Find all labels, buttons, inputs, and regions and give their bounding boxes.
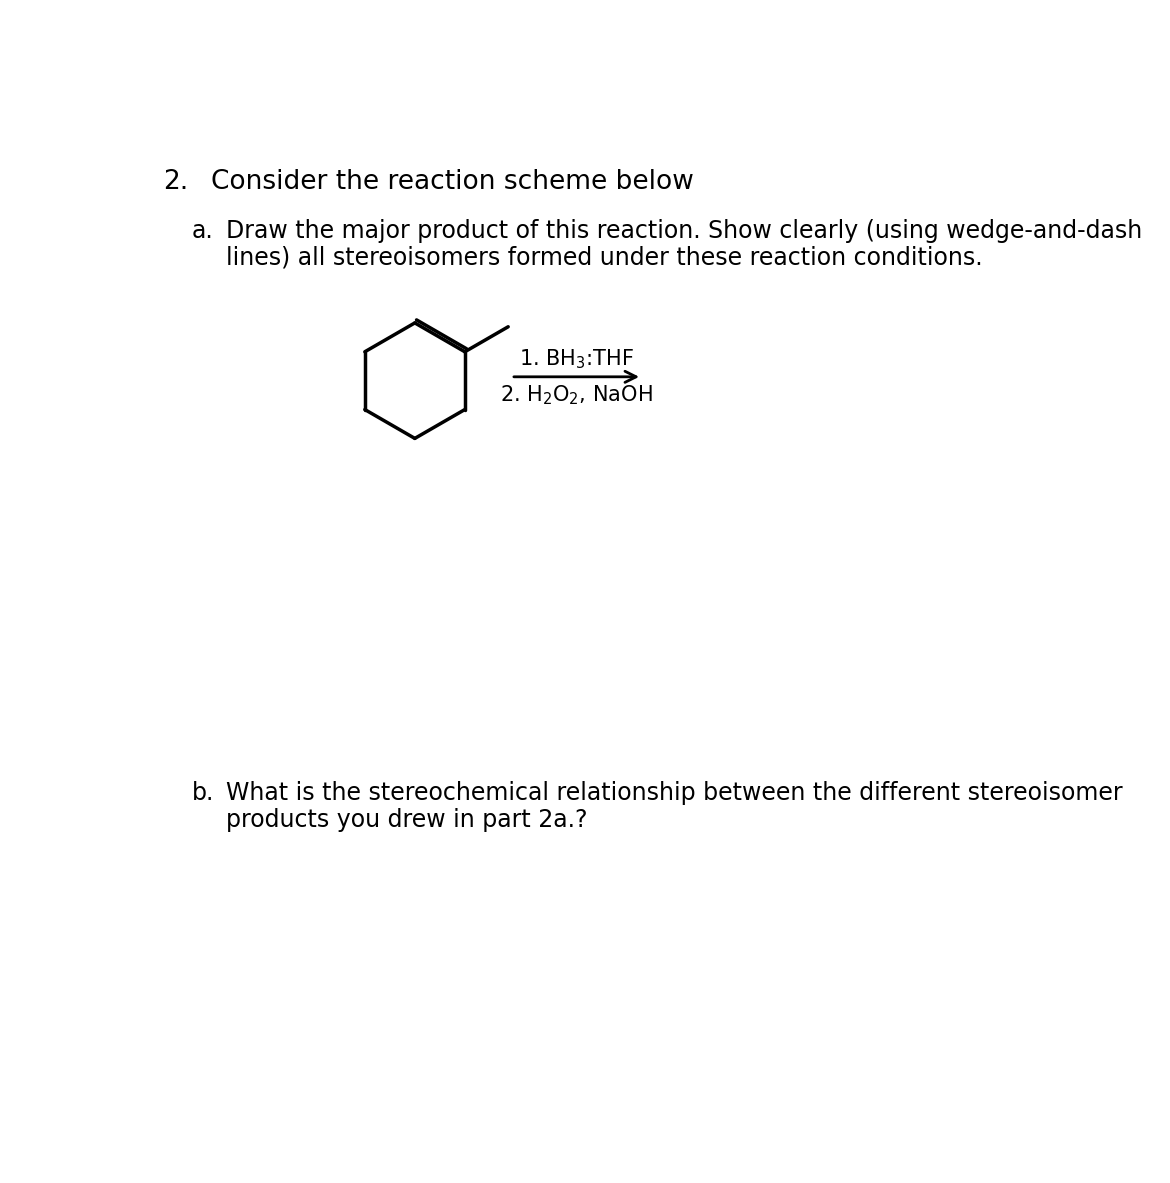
Text: Draw the major product of this reaction. Show clearly (using wedge-and-dash: Draw the major product of this reaction.… xyxy=(226,219,1142,243)
Text: a.: a. xyxy=(192,219,213,243)
Text: products you drew in part 2a.?: products you drew in part 2a.? xyxy=(226,808,587,832)
Text: lines) all stereoisomers formed under these reaction conditions.: lines) all stereoisomers formed under th… xyxy=(226,246,983,270)
Text: 2.: 2. xyxy=(163,169,188,195)
Text: 2. H$_2$O$_2$, NaOH: 2. H$_2$O$_2$, NaOH xyxy=(501,383,653,407)
Text: 1. BH$_3$:THF: 1. BH$_3$:THF xyxy=(519,347,634,370)
Text: What is the stereochemical relationship between the different stereoisomer: What is the stereochemical relationship … xyxy=(226,781,1123,806)
Text: Consider the reaction scheme below: Consider the reaction scheme below xyxy=(211,169,694,195)
Text: b.: b. xyxy=(192,781,214,806)
